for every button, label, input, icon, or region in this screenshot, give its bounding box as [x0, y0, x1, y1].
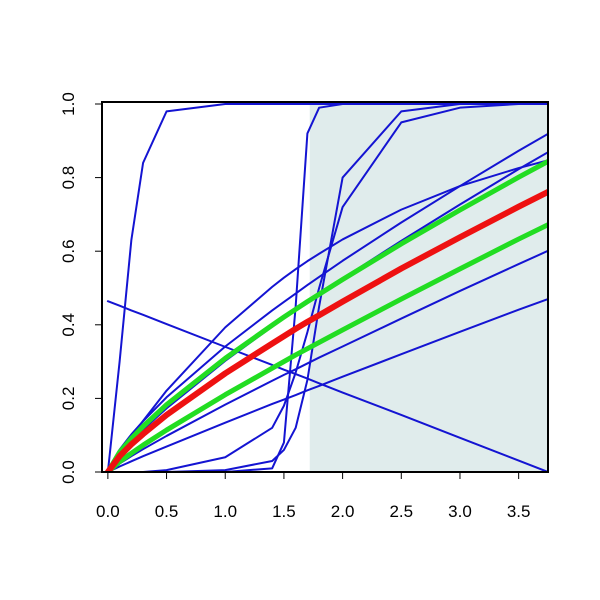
x-tick-label: 2.5 — [389, 502, 413, 521]
x-tick-label: 3.5 — [507, 502, 531, 521]
y-tick-label: 0.2 — [59, 387, 78, 411]
x-tick-label: 1.0 — [213, 502, 237, 521]
y-tick-label: 0.6 — [59, 239, 78, 263]
x-tick-label: 0.0 — [96, 502, 120, 521]
series-line — [106, 103, 548, 472]
series-line — [105, 158, 548, 472]
series-line — [106, 249, 548, 472]
y-tick-label: 0.8 — [59, 166, 78, 190]
lines-layer — [104, 103, 548, 472]
x-tick-label: 0.5 — [155, 502, 179, 521]
series-line — [105, 222, 548, 472]
x-tick-label: 1.5 — [272, 502, 296, 521]
shaded-region — [309, 104, 548, 472]
series-line — [106, 103, 548, 472]
y-tick-label: 0.4 — [59, 313, 78, 337]
series-line — [104, 188, 548, 472]
x-tick-label: 3.0 — [448, 502, 472, 521]
series-line — [106, 298, 548, 472]
plot-frame — [101, 101, 549, 473]
y-tick-label: 1.0 — [59, 92, 78, 116]
y-tick-label: 0.0 — [59, 460, 78, 484]
x-tick-label: 2.0 — [331, 502, 355, 521]
series-line — [106, 103, 548, 472]
shade-layer — [309, 104, 548, 472]
axes-layer: 0.0 0.5 1.0 1.5 2.0 2.5 3.0 3.5 0.0 0.2 0.4 0.6 0.8 1… — [59, 92, 549, 521]
